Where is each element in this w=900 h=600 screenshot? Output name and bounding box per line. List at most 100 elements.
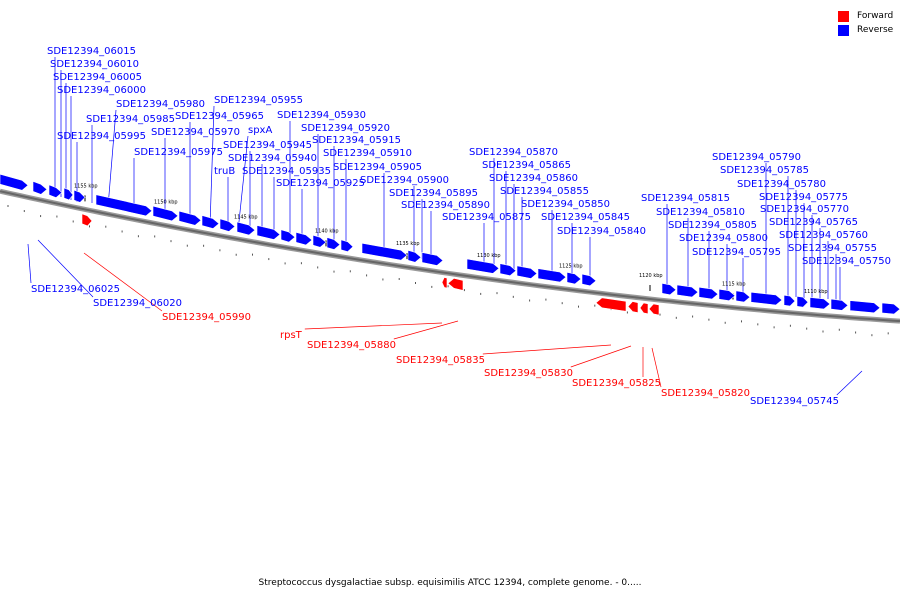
reverse-gene-arrow[interactable] [73,189,86,203]
gene-label[interactable]: SDE12394_05790 [712,152,801,163]
reverse-gene-arrow[interactable] [718,288,736,302]
reverse-gene-arrow[interactable] [236,221,256,236]
reverse-gene-arrow[interactable] [340,239,354,253]
gene-label[interactable]: SDE12394_05920 [301,123,390,134]
reverse-gene-arrow[interactable] [219,218,236,232]
reverse-gene-arrow[interactable] [466,258,500,274]
reverse-gene-arrow[interactable] [499,263,517,277]
gene-label[interactable]: SDE12394_05845 [541,212,630,223]
gene-label[interactable]: SDE12394_05980 [116,99,205,110]
forward-gene-arrow[interactable] [447,277,464,291]
gene-label[interactable]: SDE12394_05870 [469,147,558,158]
forward-gene-arrow[interactable] [627,301,639,314]
reverse-gene-arrow[interactable] [326,237,341,250]
reverse-gene-arrow[interactable] [280,229,296,243]
gene-label[interactable]: SDE12394_05900 [360,175,449,186]
gene-label[interactable]: spxA [248,125,272,136]
forward-gene-arrow[interactable] [639,302,649,315]
gene-label[interactable]: SDE12394_06025 [31,284,120,295]
reverse-gene-arrow[interactable] [48,184,63,198]
gene-label[interactable]: SDE12394_05795 [692,247,781,258]
reverse-gene-arrow[interactable] [295,231,313,246]
gene-label[interactable]: SDE12394_06000 [57,85,146,96]
gene-label[interactable]: SDE12394_05910 [323,148,412,159]
gene-label[interactable]: SDE12394_06010 [50,59,139,70]
gene-label[interactable]: SDE12394_05850 [521,199,610,210]
gene-label[interactable]: SDE12394_05830 [484,368,573,379]
gene-label[interactable]: SDE12394_05825 [572,378,661,389]
gene-label[interactable]: SDE12394_05985 [86,114,175,125]
gene-label[interactable]: SDE12394_05975 [134,147,223,158]
reverse-gene-arrow[interactable] [676,284,699,298]
forward-gene-arrow[interactable] [81,213,93,227]
gene-label[interactable]: SDE12394_05915 [312,135,401,146]
reverse-gene-arrow[interactable] [783,294,796,307]
gene-label[interactable]: SDE12394_05945 [223,140,312,151]
gene-label[interactable]: SDE12394_05970 [151,127,240,138]
reverse-gene-arrow[interactable] [0,173,29,191]
gene-label[interactable]: SDE12394_05840 [557,226,646,237]
gene-label[interactable]: SDE12394_05810 [656,207,745,218]
reverse-gene-arrow[interactable] [750,291,783,306]
forward-gene-arrow[interactable] [441,277,448,289]
reverse-gene-arrow[interactable] [516,265,538,279]
gene-label[interactable]: SDE12394_05995 [57,131,146,142]
gene-label[interactable]: SDE12394_05935 [242,166,331,177]
reverse-gene-arrow[interactable] [698,286,719,300]
reverse-gene-arrow[interactable] [796,295,809,308]
forward-gene-arrow[interactable] [595,297,627,312]
gene-label[interactable]: SDE12394_05965 [175,111,264,122]
gene-label[interactable]: SDE12394_05925 [276,178,365,189]
gene-label[interactable]: SDE12394_05805 [668,220,757,231]
gene-label[interactable]: SDE12394_05860 [489,173,578,184]
gene-label[interactable]: SDE12394_05940 [228,153,317,164]
reverse-gene-arrow[interactable] [581,273,597,287]
gene-label[interactable]: SDE12394_05815 [641,193,730,204]
gene-label[interactable]: SDE12394_06005 [53,72,142,83]
gene-label[interactable]: rpsT [280,330,303,341]
reverse-gene-arrow[interactable] [95,194,153,217]
gene-label[interactable]: SDE12394_05760 [779,230,868,241]
gene-label[interactable]: SDE12394_05770 [760,204,849,215]
reverse-gene-arrow[interactable] [809,297,831,310]
gene-label[interactable]: SDE12394_05855 [500,186,589,197]
reverse-gene-arrow[interactable] [849,300,881,314]
gene-label[interactable]: SDE12394_05895 [389,188,478,199]
reverse-gene-arrow[interactable] [407,249,422,263]
gene-label[interactable]: SDE12394_05890 [401,200,490,211]
reverse-gene-arrow[interactable] [201,215,220,229]
gene-label[interactable]: SDE12394_05785 [720,165,809,176]
gene-label[interactable]: SDE12394_05765 [769,217,858,228]
forward-gene-arrow[interactable] [648,303,660,316]
reverse-gene-arrow[interactable] [63,187,74,201]
reverse-gene-arrow[interactable] [361,242,408,261]
gene-label[interactable]: SDE12394_05880 [307,340,396,351]
reverse-gene-arrow[interactable] [537,268,567,283]
gene-label[interactable]: SDE12394_05755 [788,243,877,254]
reverse-gene-arrow[interactable] [881,302,900,315]
gene-label[interactable]: SDE12394_05865 [482,160,571,171]
gene-label[interactable]: SDE12394_05905 [333,162,422,173]
gene-label[interactable]: SDE12394_05750 [802,256,891,267]
reverse-gene-arrow[interactable] [830,298,849,311]
gene-label[interactable]: SDE12394_05800 [679,233,768,244]
reverse-gene-arrow[interactable] [152,205,179,222]
reverse-gene-arrow[interactable] [661,282,677,296]
gene-label[interactable]: SDE12394_05745 [750,396,839,407]
reverse-gene-arrow[interactable] [735,290,751,303]
gene-label[interactable]: truB [214,166,235,177]
gene-label[interactable]: SDE12394_05835 [396,355,485,366]
gene-label[interactable]: SDE12394_05820 [661,388,750,399]
reverse-gene-arrow[interactable] [421,252,444,266]
gene-label[interactable]: SDE12394_05775 [759,192,848,203]
reverse-gene-arrow[interactable] [566,271,582,285]
reverse-gene-arrow[interactable] [256,225,281,240]
reverse-gene-arrow[interactable] [312,234,327,248]
gene-label[interactable]: SDE12394_06020 [93,298,182,309]
gene-label[interactable]: SDE12394_05780 [737,179,826,190]
gene-label[interactable]: SDE12394_05990 [162,312,251,323]
gene-label[interactable]: SDE12394_05955 [214,95,303,106]
gene-label[interactable]: SDE12394_05930 [277,110,366,121]
reverse-gene-arrow[interactable] [32,180,48,195]
gene-label[interactable]: SDE12394_06015 [47,46,136,57]
